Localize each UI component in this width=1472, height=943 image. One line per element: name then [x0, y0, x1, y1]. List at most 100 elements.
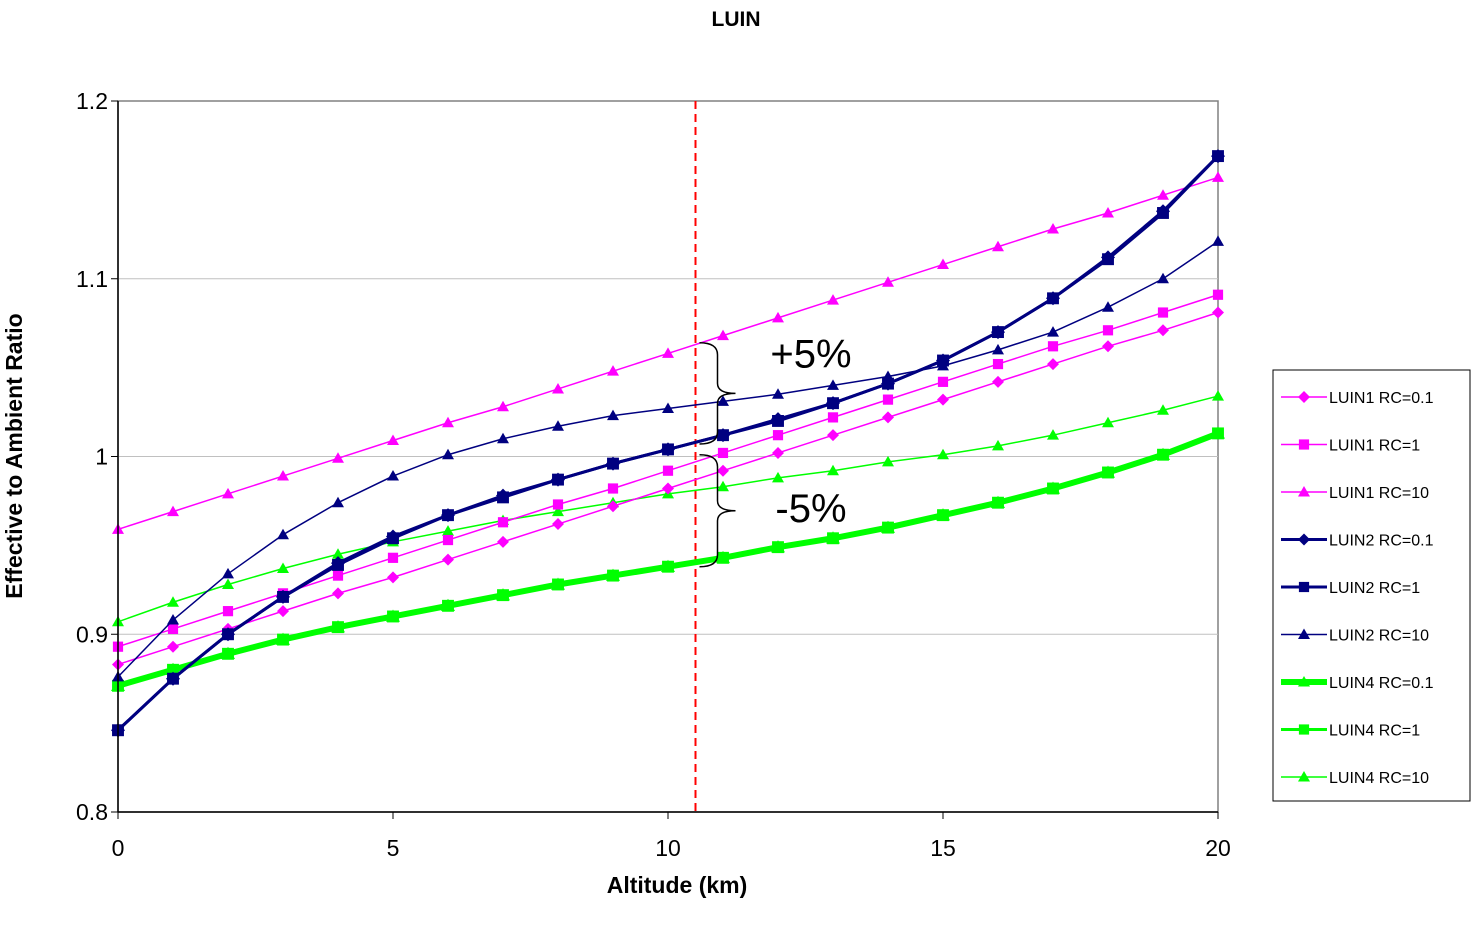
data-point: [662, 482, 674, 495]
data-point: [1212, 427, 1224, 440]
data-point: [387, 434, 399, 446]
data-point: [277, 633, 289, 646]
data-point: [992, 375, 1004, 388]
legend-marker: [1298, 724, 1310, 735]
data-point: [662, 560, 674, 573]
data-point: [497, 517, 509, 528]
data-point: [717, 551, 729, 564]
data-point: [1102, 253, 1114, 266]
data-point: [1212, 306, 1224, 319]
data-point: [552, 518, 564, 531]
data-point: [552, 420, 564, 431]
data-point: [882, 455, 894, 467]
legend-label: LUIN1 RC=0.1: [1329, 390, 1434, 407]
data-point: [717, 329, 729, 341]
data-point: [882, 276, 894, 287]
data-point: [277, 605, 289, 618]
data-point: [717, 429, 729, 442]
data-point: [992, 343, 1004, 355]
data-point: [1212, 390, 1224, 401]
legend-marker: [1298, 486, 1310, 497]
data-point: [442, 509, 454, 522]
data-point: [387, 552, 399, 563]
data-point: [992, 358, 1004, 370]
data-point: [662, 465, 674, 476]
annotations: +5% -5%: [699, 332, 852, 568]
data-point: [772, 471, 784, 483]
legend-marker: [1298, 533, 1310, 546]
annotation-label: -5%: [775, 487, 846, 531]
data-point: [167, 596, 179, 607]
y-tick-label: 1.2: [76, 88, 108, 114]
data-point: [167, 672, 179, 685]
data-point: [882, 377, 894, 390]
data-point: [607, 500, 619, 513]
data-point: [772, 311, 784, 323]
legend-label: LUIN2 RC=10: [1329, 628, 1429, 645]
series-luin2-rc-10: [112, 235, 1224, 682]
legend-item: LUIN2 RC=10: [1281, 628, 1429, 645]
data-point: [937, 393, 949, 406]
data-point: [937, 376, 949, 387]
data-point: [332, 558, 344, 571]
data-point: [442, 553, 454, 566]
data-point: [662, 347, 674, 358]
data-point: [332, 496, 344, 508]
data-point: [1157, 207, 1169, 219]
data-point: [607, 569, 619, 582]
brace-minus: [699, 453, 736, 568]
y-tick-label: 0.9: [76, 621, 108, 647]
data-point: [167, 623, 179, 635]
data-point: [332, 621, 344, 634]
data-point: [882, 411, 894, 424]
legend-item: LUIN2 RC=1: [1281, 580, 1420, 597]
data-point: [442, 599, 454, 612]
y-axis-ticks: 0.8 0.9 1 1.1 1.2: [76, 88, 119, 825]
data-point: [1047, 358, 1059, 371]
legend-label: LUIN4 RC=1: [1329, 723, 1420, 740]
data-point: [992, 240, 1004, 252]
data-point: [1102, 206, 1114, 218]
legend-item: LUIN1 RC=0.1: [1281, 390, 1434, 407]
data-point: [1157, 272, 1169, 284]
data-point: [277, 562, 289, 573]
y-tick-label: 0.8: [76, 799, 108, 825]
data-point: [167, 614, 179, 625]
legend-label: LUIN2 RC=0.1: [1329, 533, 1434, 550]
data-point: [167, 663, 179, 676]
data-point: [387, 470, 399, 481]
data-point: [1102, 466, 1114, 479]
data-point: [827, 412, 839, 423]
data-point: [1157, 448, 1169, 461]
data-point: [1047, 429, 1059, 440]
data-point: [992, 439, 1004, 451]
data-point: [1047, 326, 1059, 337]
data-point: [1047, 222, 1059, 234]
legend-item: LUIN4 RC=10: [1281, 770, 1429, 787]
legend-label: LUIN1 RC=10: [1329, 485, 1429, 502]
data-point: [772, 541, 784, 554]
x-axis-title: Altitude (km): [607, 872, 748, 898]
data-point: [442, 448, 454, 460]
data-point: [332, 587, 344, 600]
data-point: [387, 571, 399, 584]
data-point: [827, 379, 839, 390]
data-point: [1047, 341, 1059, 352]
data-point: [772, 388, 784, 399]
data-point: [1157, 307, 1169, 318]
data-point: [882, 521, 894, 534]
data-point: [1157, 404, 1169, 415]
data-point: [277, 528, 289, 540]
data-point: [827, 464, 839, 476]
data-point: [1157, 189, 1169, 200]
data-point: [1212, 171, 1224, 182]
legend-item: LUIN1 RC=1: [1281, 438, 1420, 455]
data-point: [552, 499, 564, 510]
data-point: [607, 483, 619, 494]
data-point: [277, 590, 289, 603]
data-point: [332, 452, 344, 463]
data-point: [1212, 235, 1224, 246]
x-tick-label: 0: [112, 835, 125, 861]
legend-marker: [1298, 391, 1310, 403]
legend: LUIN1 RC=0.1 LUIN1 RC=1 LUIN1 RC=10 LUIN2 R…: [1272, 369, 1471, 802]
